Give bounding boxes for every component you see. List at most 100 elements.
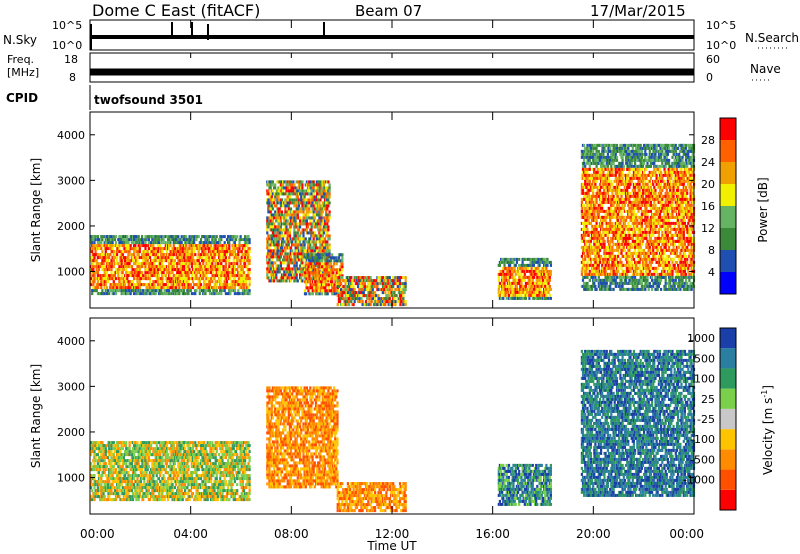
data-cell: [100, 286, 103, 290]
data-cell: [505, 296, 508, 300]
data-cell: [289, 225, 293, 229]
data-cell: [341, 253, 344, 257]
data-cell: [523, 272, 526, 276]
data-cell: [295, 273, 298, 277]
data-cell: [288, 195, 291, 199]
data-cell: [231, 274, 234, 278]
data-cell: [509, 263, 512, 267]
data-cell: [549, 287, 552, 291]
data-cell: [285, 246, 288, 250]
data-cell: [155, 247, 158, 251]
data-cell: [174, 274, 178, 278]
data-cell: [588, 179, 591, 183]
data-cell: [194, 262, 197, 266]
data-cell: [318, 292, 321, 296]
data-cell: [99, 256, 102, 260]
data-cell: [210, 253, 213, 257]
data-cell: [327, 225, 330, 229]
data-cell: [606, 152, 609, 156]
data-cell: [341, 274, 344, 278]
data-cell: [312, 237, 315, 241]
data-cell: [172, 265, 175, 269]
data-cell: [589, 146, 592, 150]
data-cell: [302, 234, 305, 238]
data-cell: [213, 256, 216, 260]
data-cell: [227, 268, 230, 272]
data-cell: [526, 290, 529, 294]
data-cell: [164, 289, 167, 293]
data-cell: [282, 216, 285, 220]
data-cell: [404, 285, 407, 289]
data-cell: [92, 265, 95, 269]
data-cell: [600, 185, 603, 189]
data-cell: [395, 282, 398, 286]
data-cell: [607, 185, 611, 189]
data-cell: [325, 283, 328, 287]
data-cell: [327, 234, 330, 238]
data-cell: [110, 268, 113, 272]
data-cell: [589, 149, 592, 153]
data-cell: [537, 272, 540, 276]
data-cell: [605, 251, 608, 255]
data-cell: [317, 259, 320, 263]
data-cell: [246, 259, 249, 263]
data-cell: [601, 269, 604, 273]
data-cell: [361, 288, 364, 292]
data-cell: [605, 287, 608, 291]
data-cell: [190, 262, 193, 266]
data-cell: [586, 260, 589, 264]
data-cell: [145, 256, 148, 260]
data-cell: [502, 275, 505, 279]
data-cell: [530, 266, 533, 270]
data-cell: [267, 192, 270, 196]
data-cell: [160, 277, 163, 281]
data-cell: [515, 278, 518, 282]
data-cell: [296, 207, 299, 211]
data-cell: [160, 253, 163, 257]
data-cell: [288, 234, 291, 238]
data-cell: [91, 265, 94, 269]
data-cell: [293, 216, 296, 220]
data-cell: [375, 300, 378, 304]
data-cell: [357, 291, 360, 295]
data-cell: [587, 191, 590, 195]
data-cell: [325, 292, 328, 296]
data-cell: [197, 259, 200, 263]
data-cell: [596, 251, 599, 255]
data-cell: [227, 247, 230, 251]
data-cell: [327, 216, 330, 220]
data-cell: [537, 266, 540, 270]
data-cell: [590, 224, 594, 228]
data-cell: [328, 259, 331, 263]
data-cell: [107, 280, 110, 284]
data-cell: [157, 262, 161, 266]
data-cell: [360, 297, 363, 301]
data-cell: [271, 279, 274, 283]
data-cell: [306, 246, 310, 250]
data-cell: [278, 207, 281, 211]
data-cell: [587, 203, 590, 207]
data-cell: [370, 294, 373, 298]
data-cell: [271, 255, 274, 259]
data-cell: [248, 241, 251, 245]
data-cell: [161, 277, 164, 281]
data-cell: [327, 198, 330, 202]
data-cell: [203, 250, 206, 254]
data-cell: [335, 259, 338, 263]
data-cell: [127, 271, 130, 275]
data-cell: [215, 253, 218, 257]
data-cell: [291, 249, 294, 253]
data-cell: [198, 277, 201, 281]
data-cell: [592, 269, 595, 273]
data-cell: [111, 274, 114, 278]
data-cell: [216, 280, 219, 284]
data-cell: [233, 277, 236, 281]
data-cell: [144, 241, 147, 245]
data-cell: [520, 293, 523, 297]
data-cell: [331, 286, 334, 290]
data-cell: [206, 235, 209, 239]
data-cell: [547, 272, 550, 276]
data-cell: [501, 260, 504, 264]
data-cell: [220, 283, 223, 287]
data-cell: [498, 290, 501, 294]
